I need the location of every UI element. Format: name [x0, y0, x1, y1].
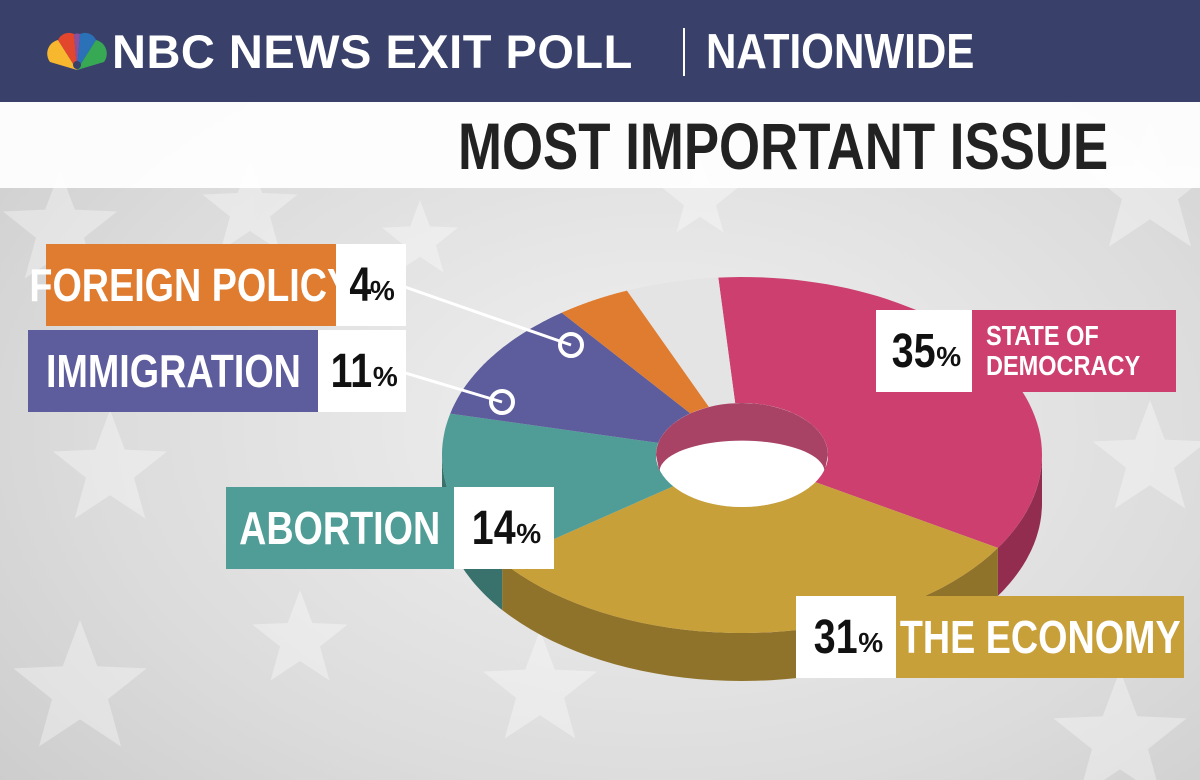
background-star: [482, 630, 598, 739]
label-democracy-value: 35%: [876, 310, 972, 392]
donut-slice-other: [627, 277, 736, 407]
label-abortion-value: 14%: [454, 487, 554, 569]
background-star: [1092, 400, 1200, 509]
chart-title: MOST IMPORTANT ISSUE: [458, 109, 1109, 183]
label-immigration-name: IMMIGRATION: [28, 330, 318, 412]
donut-slice-economy: [502, 482, 998, 633]
header-divider: [683, 28, 685, 76]
network-header: NBC NEWS EXIT POLL NATIONWIDE: [0, 0, 1200, 102]
donut-side-abortion: [442, 455, 503, 610]
leader-line-foreign-policy: [401, 284, 572, 347]
leader-dot-immigration: [489, 389, 515, 415]
background-star: [252, 590, 348, 681]
label-abortion-name: ABORTION: [226, 487, 454, 569]
leader-dot-foreign-policy: [558, 332, 584, 358]
label-immigration-value: 11%: [318, 330, 406, 412]
label-immigration: IMMIGRATION 11%: [28, 330, 406, 412]
peacock-logo-icon: [47, 32, 107, 70]
background-star: [1053, 670, 1187, 780]
background-star: [2, 170, 118, 279]
donut-side-democracy: [997, 455, 1042, 596]
leader-line-immigration: [401, 370, 503, 404]
label-foreign-policy: FOREIGN POLICY 4%: [30, 244, 406, 326]
title-bar: [0, 102, 1200, 188]
background-star: [202, 160, 298, 251]
label-abortion: ABORTION 14%: [226, 487, 554, 569]
region-label: NATIONWIDE: [706, 25, 975, 79]
background-star: [52, 410, 168, 519]
label-foreign-policy-value: 4%: [336, 244, 406, 326]
label-foreign-policy-name: FOREIGN POLICY: [30, 244, 352, 326]
donut-inner-wall: [656, 403, 828, 472]
label-economy-name: THE ECONOMY: [896, 596, 1184, 678]
label-economy-value: 31%: [796, 596, 896, 678]
background-star: [662, 160, 738, 233]
label-democracy-name: STATE OF DEMOCRACY: [972, 310, 1176, 392]
background-star: [13, 620, 147, 747]
label-economy: 31% THE ECONOMY: [796, 596, 1184, 678]
background-star: [382, 200, 458, 273]
network-title: NBC NEWS EXIT POLL: [112, 25, 633, 78]
label-democracy: 35% STATE OF DEMOCRACY: [876, 310, 1176, 392]
donut-slice-foreign-policy: [561, 290, 709, 414]
